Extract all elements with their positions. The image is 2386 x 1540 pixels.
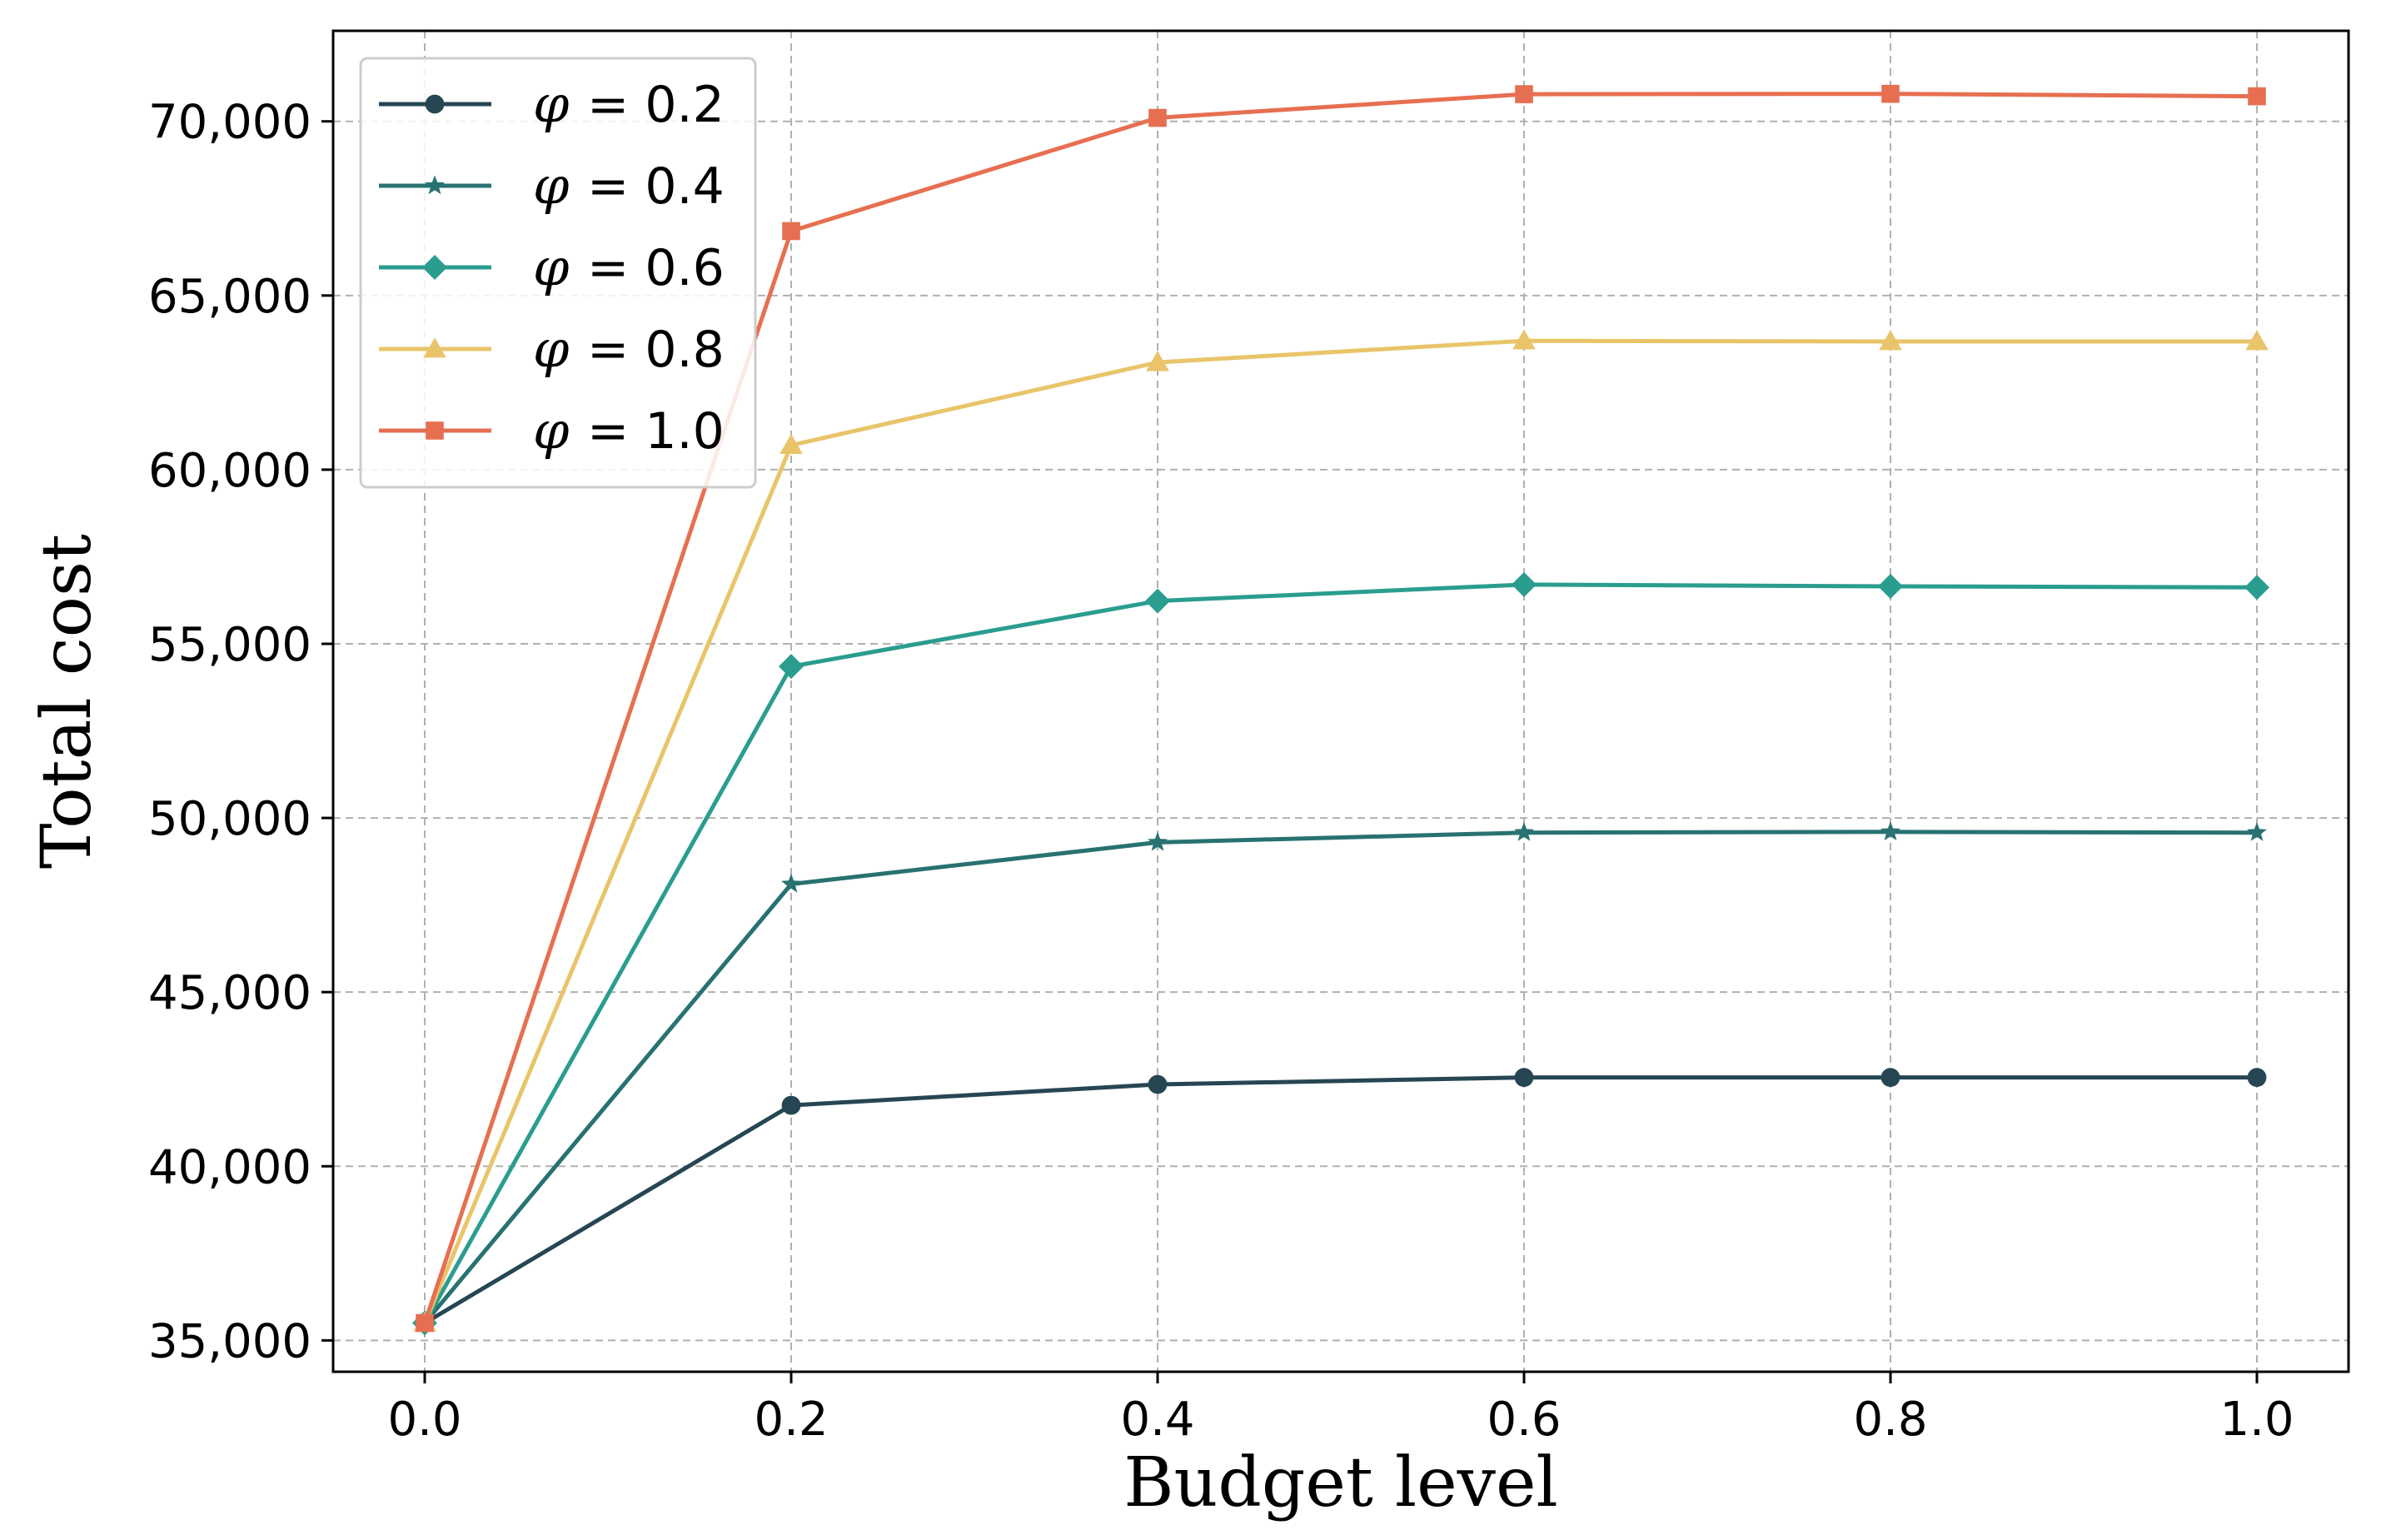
data-point-marker xyxy=(782,222,800,241)
series-4 xyxy=(413,329,2269,1332)
data-point-marker xyxy=(1145,588,1170,614)
legend-item: φ = 0.2 xyxy=(379,73,725,134)
data-point-marker xyxy=(1880,821,1900,840)
x-axis-title: Budget level xyxy=(1123,1443,1557,1523)
legend-item: φ = 0.8 xyxy=(379,318,725,379)
data-point-marker xyxy=(1514,822,1534,841)
data-point-marker xyxy=(781,1095,801,1115)
x-tick-label: 0.8 xyxy=(1853,1393,1927,1447)
y-tick-label: 35,000 xyxy=(148,1314,311,1368)
data-point-marker xyxy=(2247,822,2267,841)
data-point-marker xyxy=(2245,330,2269,351)
data-point-marker xyxy=(779,654,804,680)
legend-label: = 0.6 xyxy=(587,239,725,297)
legend-marker xyxy=(423,337,446,358)
data-point-marker xyxy=(1514,1068,1534,1088)
legend-label: = 0.4 xyxy=(587,157,725,216)
data-point-marker xyxy=(2247,1068,2267,1088)
legend-symbol: φ xyxy=(533,400,570,461)
y-axis-title: Total cost xyxy=(27,534,107,869)
legend-box xyxy=(359,57,757,489)
data-point-marker xyxy=(2244,575,2269,601)
legend-item: φ = 0.6 xyxy=(379,237,725,297)
series-line xyxy=(422,582,2258,1324)
x-tick-label: 0.2 xyxy=(754,1393,828,1447)
data-point-marker xyxy=(416,1313,434,1333)
data-point-marker xyxy=(1512,329,1536,350)
y-tick-label: 70,000 xyxy=(148,96,311,150)
y-tick-label: 65,000 xyxy=(148,270,311,324)
y-tick-label: 50,000 xyxy=(148,792,311,846)
x-tick-label: 0.4 xyxy=(1120,1393,1194,1447)
series-line xyxy=(422,338,2257,1324)
data-point-marker xyxy=(1148,1074,1168,1094)
data-point-marker xyxy=(1879,330,1902,351)
y-tick-label: 60,000 xyxy=(148,444,311,498)
plot-frame xyxy=(331,29,2350,1373)
legend: φ = 0.2 φ = 0.4 φ = 0.6 φ = 0.8 φ = 1.0 xyxy=(359,57,757,489)
legend-label: = 0.8 xyxy=(587,321,725,379)
series-lines xyxy=(412,84,2269,1336)
legend-label: = 0.2 xyxy=(587,76,725,134)
legend-item: φ = 1.0 xyxy=(379,400,725,461)
y-tick-label: 55,000 xyxy=(148,618,311,672)
legend-symbol: φ xyxy=(533,318,570,379)
data-point-marker xyxy=(1148,108,1167,127)
data-point-marker xyxy=(1878,574,1903,599)
grid-lines xyxy=(333,31,2349,1372)
axis-ticks: 0.0 0.2 0.4 0.6 0.8 1.0 35,000 40,000 45,000 50,0… xyxy=(148,96,2294,1447)
legend-symbol: φ xyxy=(533,237,570,297)
data-point-marker xyxy=(1515,85,1533,103)
data-point-marker xyxy=(781,873,801,893)
series-1 xyxy=(415,1068,2267,1333)
x-tick-label: 0.6 xyxy=(1487,1393,1561,1447)
series-line xyxy=(423,1075,2257,1325)
data-point-marker xyxy=(780,433,803,454)
data-point-marker xyxy=(1148,831,1168,851)
legend-marker xyxy=(425,94,445,114)
y-tick-label: 40,000 xyxy=(148,1140,311,1194)
data-point-marker xyxy=(1881,84,1900,103)
legend-item: φ = 0.4 xyxy=(379,155,725,216)
x-tick-label: 0.0 xyxy=(387,1393,461,1447)
legend-symbol: φ xyxy=(533,73,570,134)
legend-marker xyxy=(425,175,445,195)
legend-marker xyxy=(426,421,444,440)
legend-symbol: φ xyxy=(533,155,570,216)
data-point-marker xyxy=(2248,87,2266,106)
data-point-marker xyxy=(1880,1068,1900,1088)
legend-marker xyxy=(422,255,447,280)
series-line xyxy=(423,830,2258,1325)
legend-label: = 1.0 xyxy=(587,402,725,461)
y-tick-label: 45,000 xyxy=(148,966,311,1020)
data-point-marker xyxy=(1512,571,1537,597)
data-point-marker xyxy=(1146,351,1169,371)
x-tick-label: 1.0 xyxy=(2219,1393,2294,1447)
